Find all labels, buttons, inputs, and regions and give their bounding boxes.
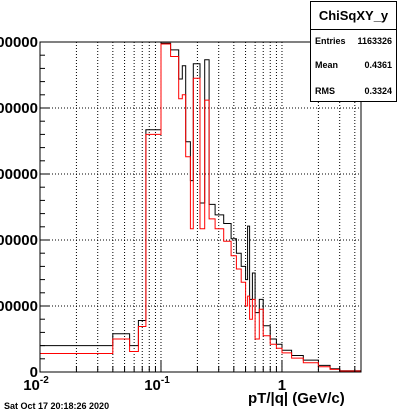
- y-tick-label: 00000: [0, 34, 38, 51]
- stats-mean-label: Mean: [315, 60, 339, 70]
- axis-ticks: [39, 41, 356, 373]
- stats-entries-label: Entries: [315, 36, 346, 46]
- stats-rms-value: 0.3324: [364, 86, 392, 96]
- stats-title: ChiSqXY_y: [311, 2, 396, 30]
- y-tick-label: 0: [30, 364, 38, 381]
- y-tick-label: 00000: [0, 232, 38, 249]
- stats-rms-label: RMS: [315, 86, 335, 96]
- histogram-series: [40, 42, 361, 372]
- histogram-series-2: [40, 43, 361, 372]
- x-tick-label: 10-1: [144, 375, 170, 394]
- y-tick-label: 00000: [0, 166, 38, 183]
- x-tick-label: 1: [278, 377, 286, 394]
- y-tick-label: 00000: [0, 298, 38, 315]
- stats-entries-value: 1163326: [357, 36, 392, 46]
- plot-frame: [39, 41, 362, 373]
- datestamp: Sat Oct 17 20:18:26 2020: [4, 401, 110, 411]
- stats-mean-value: 0.4361: [364, 60, 392, 70]
- x-axis-title: pT/|q| (GeV/c): [248, 390, 345, 407]
- y-tick-label: 00000: [0, 100, 38, 117]
- stats-box: ChiSqXY_y Entries 1163326 Mean 0.4361 RM…: [310, 1, 397, 102]
- x-tick-label: 10-2: [23, 375, 49, 394]
